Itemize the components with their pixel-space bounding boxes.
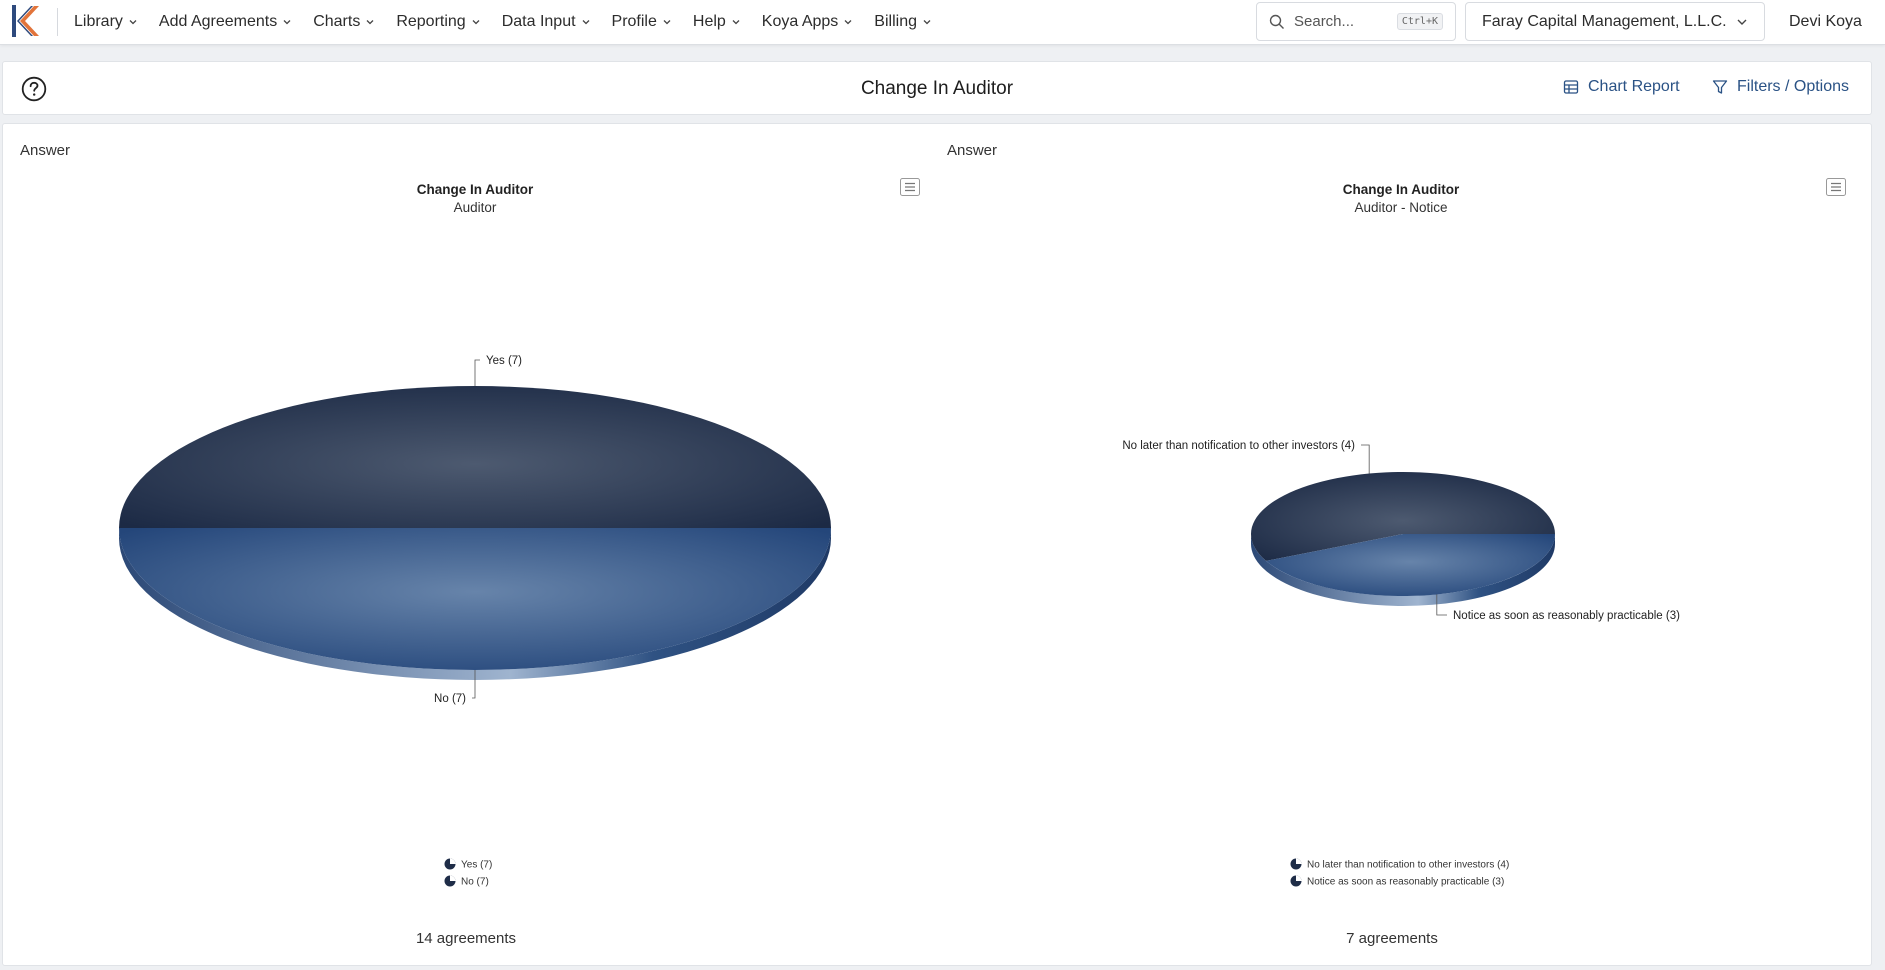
chevron-down-icon — [366, 20, 374, 25]
pie-slice[interactable] — [119, 386, 831, 528]
chevron-down-icon — [283, 20, 291, 25]
organization-name: Faray Capital Management, L.L.C. — [1482, 12, 1727, 30]
agreements-count: 7 agreements — [1346, 930, 1438, 947]
nav-add-agreements[interactable]: Add Agreements — [148, 13, 302, 31]
label-connector — [1361, 444, 1370, 474]
search-placeholder: Search... — [1294, 13, 1355, 30]
chevron-down-icon — [129, 20, 137, 25]
legend-label: No (7) — [461, 877, 489, 888]
pie-chart-notice: Change In Auditor Auditor - Notice No late… — [1122, 182, 1680, 888]
chevron-down-icon — [923, 20, 931, 25]
nav-label: Library — [74, 13, 123, 30]
filters-options-button[interactable]: Filters / Options — [1712, 78, 1849, 96]
nav-help[interactable]: Help — [682, 13, 751, 31]
organization-select[interactable]: Faray Capital Management, L.L.C. — [1465, 2, 1765, 41]
nav-label: Reporting — [396, 13, 466, 30]
panel-label: Answer — [947, 142, 998, 159]
label-connector — [1436, 594, 1447, 616]
label-connector — [472, 670, 476, 699]
nav-label: Billing — [874, 13, 917, 30]
data-label: Yes (7) — [486, 355, 522, 367]
legend-label: Yes (7) — [461, 860, 492, 871]
chevron-down-icon — [472, 20, 480, 25]
chart-menu-icon[interactable] — [900, 178, 920, 196]
label-connector — [474, 359, 480, 386]
nav-label: Koya Apps — [761, 13, 839, 30]
chevron-down-icon — [732, 20, 740, 25]
search-shortcut: Ctrl+K — [1396, 13, 1443, 30]
main-nav: Library Add Agreements Charts Reporting … — [63, 0, 942, 44]
nav-label: Data Input — [501, 13, 576, 30]
legend-item[interactable]: Notice as soon as reasonably practicable… — [1290, 875, 1505, 888]
table-icon — [1563, 80, 1579, 94]
agreements-count: 14 agreements — [415, 930, 517, 947]
legend-item[interactable]: No (7) — [444, 875, 489, 888]
top-navbar: Library Add Agreements Charts Reporting … — [0, 0, 1885, 45]
chart-subtitle: Auditor - Notice — [1354, 200, 1447, 215]
chevron-down-icon — [582, 20, 589, 25]
koya-logo-icon[interactable] — [12, 5, 42, 37]
nav-data-input[interactable]: Data Input — [491, 13, 601, 31]
nav-label: Charts — [313, 13, 361, 30]
legend-label: Notice as soon as reasonably practicable… — [1307, 877, 1504, 888]
nav-label: Profile — [611, 13, 657, 30]
chart-menu-icon[interactable] — [1826, 178, 1846, 196]
pie-chart-auditor: Change In Auditor Auditor Yes (7) No (7) Yes… — [119, 182, 831, 888]
nav-reporting[interactable]: Reporting — [385, 13, 490, 31]
chart-panel-notice: Answer Change In Auditor Auditor - Notice… — [929, 124, 1855, 967]
pie-slice[interactable] — [1266, 534, 1555, 596]
pie-slice[interactable] — [1251, 472, 1555, 561]
chevron-down-icon — [844, 20, 852, 25]
chart-report-button[interactable]: Chart Report — [1563, 78, 1680, 96]
nav-koya-apps[interactable]: Koya Apps — [751, 13, 864, 31]
data-label: No (7) — [434, 693, 466, 705]
data-label: No later than notification to other inve… — [1122, 440, 1355, 452]
help-circle-icon[interactable] — [21, 76, 47, 102]
data-label: Notice as soon as reasonably practicable… — [1453, 610, 1680, 622]
nav-label: Help — [692, 13, 726, 30]
nav-label: Add Agreements — [158, 13, 278, 30]
legend-item[interactable]: No later than notification to other inve… — [1290, 858, 1510, 871]
filter-icon — [1712, 80, 1728, 94]
filters-options-label: Filters / Options — [1737, 78, 1850, 95]
search-icon — [1269, 14, 1284, 29]
nav-charts[interactable]: Charts — [302, 13, 385, 31]
chart-panel-auditor: Answer Change In Auditor Auditor Yes (7) No… — [3, 124, 929, 967]
chart-title: Change In Auditor — [417, 182, 534, 197]
chart-report-label: Chart Report — [1588, 78, 1680, 95]
pie-side — [1251, 534, 1555, 606]
logo-divider — [57, 8, 58, 36]
chart-subtitle: Auditor — [454, 200, 497, 215]
page-title: Change In Auditor — [860, 78, 1014, 99]
nav-library[interactable]: Library — [63, 13, 148, 31]
page-header: Change In Auditor Chart Report Filters /… — [2, 61, 1872, 115]
legend-item[interactable]: Yes (7) — [444, 858, 493, 871]
nav-billing[interactable]: Billing — [863, 13, 942, 31]
charts-container: Answer Change In Auditor Auditor Yes (7) No… — [2, 123, 1872, 966]
chevron-down-icon — [1737, 19, 1747, 25]
user-menu[interactable]: Devi Koya — [1789, 0, 1862, 43]
legend-label: No later than notification to other inve… — [1307, 860, 1509, 871]
user-name: Devi Koya — [1789, 12, 1862, 30]
chart-title: Change In Auditor — [1343, 182, 1460, 197]
panel-label: Answer — [20, 142, 71, 159]
nav-profile[interactable]: Profile — [601, 13, 682, 31]
pie-slice[interactable] — [119, 528, 831, 670]
chevron-down-icon — [663, 20, 671, 25]
search-box[interactable]: Search... Ctrl+K — [1256, 2, 1456, 41]
